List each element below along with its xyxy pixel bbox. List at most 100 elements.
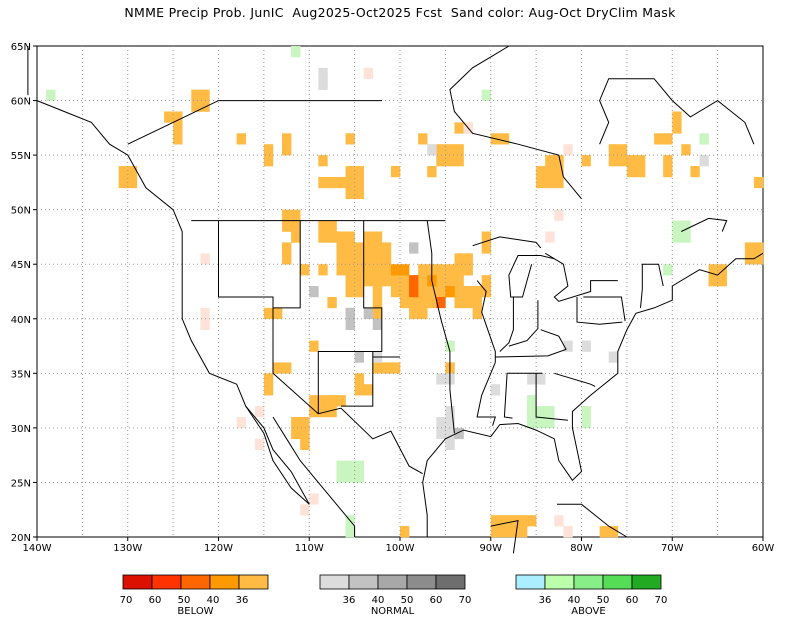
prob-cell bbox=[354, 187, 364, 200]
prob-cell bbox=[499, 133, 510, 145]
prob-cell bbox=[717, 275, 727, 287]
prob-cell bbox=[545, 155, 555, 167]
prob-cell bbox=[291, 220, 301, 232]
prob-cell bbox=[708, 275, 718, 287]
prob-cell bbox=[309, 395, 319, 407]
prob-cell bbox=[663, 155, 673, 167]
prob-cell bbox=[608, 351, 619, 363]
legend-swatch bbox=[122, 574, 153, 590]
prob-cell bbox=[345, 471, 355, 483]
prob-cell bbox=[354, 166, 364, 178]
prob-cell bbox=[327, 395, 337, 407]
prob-cell bbox=[563, 526, 573, 538]
prob-cell bbox=[327, 231, 337, 243]
coastline bbox=[127, 100, 382, 145]
prob-cell bbox=[536, 406, 546, 418]
prob-cell bbox=[318, 264, 328, 276]
prob-cell bbox=[400, 264, 410, 276]
prob-cell bbox=[354, 286, 364, 298]
prob-cell bbox=[390, 264, 401, 276]
legend-swatch bbox=[435, 574, 466, 590]
legend-label: 60 bbox=[626, 595, 639, 606]
prob-cell bbox=[345, 176, 355, 189]
prob-cell bbox=[173, 133, 183, 145]
coastline bbox=[317, 220, 383, 414]
prob-cell bbox=[300, 427, 310, 440]
prob-cell bbox=[318, 155, 328, 167]
prob-cell bbox=[336, 231, 346, 243]
prob-cell bbox=[663, 166, 673, 178]
prob-cell bbox=[445, 438, 455, 451]
prob-cell bbox=[282, 209, 292, 221]
prob-cell bbox=[318, 220, 328, 232]
prob-cell bbox=[654, 133, 664, 145]
prob-cell bbox=[300, 416, 310, 429]
prob-cell bbox=[409, 296, 419, 309]
latitude-tick-label: 40N bbox=[11, 315, 31, 326]
prob-cell bbox=[372, 242, 383, 254]
prob-cell bbox=[345, 133, 355, 145]
longitude-tick-label: 100W bbox=[386, 543, 415, 554]
prob-cell bbox=[436, 286, 446, 298]
prob-cell bbox=[354, 460, 364, 472]
prob-cell bbox=[499, 526, 510, 538]
coastline bbox=[476, 280, 496, 426]
coastline bbox=[503, 372, 543, 419]
prob-cell bbox=[345, 526, 355, 538]
prob-cell bbox=[236, 416, 247, 429]
legend-swatch bbox=[238, 574, 269, 590]
prob-cell bbox=[418, 275, 428, 287]
prob-cell bbox=[508, 515, 519, 527]
prob-cell bbox=[372, 253, 383, 265]
prob-cell bbox=[200, 89, 210, 101]
prob-cell bbox=[309, 406, 319, 418]
coastline bbox=[422, 252, 764, 537]
prob-cell bbox=[454, 122, 464, 134]
latitude-tick-label: 55N bbox=[11, 151, 31, 162]
prob-cell bbox=[409, 275, 419, 287]
prob-cell bbox=[554, 176, 564, 189]
prob-cell bbox=[418, 296, 428, 309]
prob-cell bbox=[436, 296, 446, 309]
prob-cell bbox=[436, 155, 446, 167]
prob-cell bbox=[717, 264, 727, 276]
coastline bbox=[245, 405, 310, 505]
legend-swatch bbox=[319, 574, 350, 590]
prob-cell bbox=[345, 307, 355, 320]
prob-cell bbox=[345, 318, 355, 330]
prob-cell bbox=[354, 351, 364, 363]
prob-cell bbox=[463, 253, 473, 265]
prob-cell bbox=[545, 406, 555, 418]
prob-cell bbox=[236, 133, 247, 145]
prob-cell bbox=[372, 264, 383, 276]
prob-cell bbox=[472, 296, 482, 309]
prob-cell bbox=[445, 155, 455, 167]
coastline bbox=[508, 255, 555, 298]
prob-cell bbox=[445, 427, 455, 440]
prob-cell bbox=[372, 275, 383, 287]
coastline bbox=[557, 503, 628, 538]
prob-cell bbox=[436, 264, 446, 276]
prob-cell bbox=[381, 253, 392, 265]
prob-cell bbox=[400, 296, 410, 309]
prob-cell bbox=[681, 220, 691, 232]
coastline bbox=[508, 300, 539, 347]
prob-cell bbox=[753, 242, 764, 254]
prob-cell bbox=[381, 275, 392, 287]
legend-label: 50 bbox=[178, 595, 191, 606]
prob-cell bbox=[454, 286, 464, 298]
prob-cell bbox=[164, 111, 174, 123]
prob-cell bbox=[291, 231, 301, 243]
map-title: NMME Precip Prob. JunIC Aug2025-Oct2025 … bbox=[124, 5, 676, 20]
prob-cell bbox=[282, 133, 292, 145]
prob-cell bbox=[445, 416, 455, 429]
prob-cell bbox=[345, 460, 355, 472]
legend-label: 70 bbox=[655, 595, 668, 606]
prob-cell bbox=[753, 176, 764, 189]
prob-cell bbox=[372, 296, 383, 309]
legend-label: 70 bbox=[120, 595, 133, 606]
prob-cell bbox=[581, 416, 591, 429]
prob-cell bbox=[545, 166, 555, 178]
prob-cell bbox=[545, 416, 555, 429]
